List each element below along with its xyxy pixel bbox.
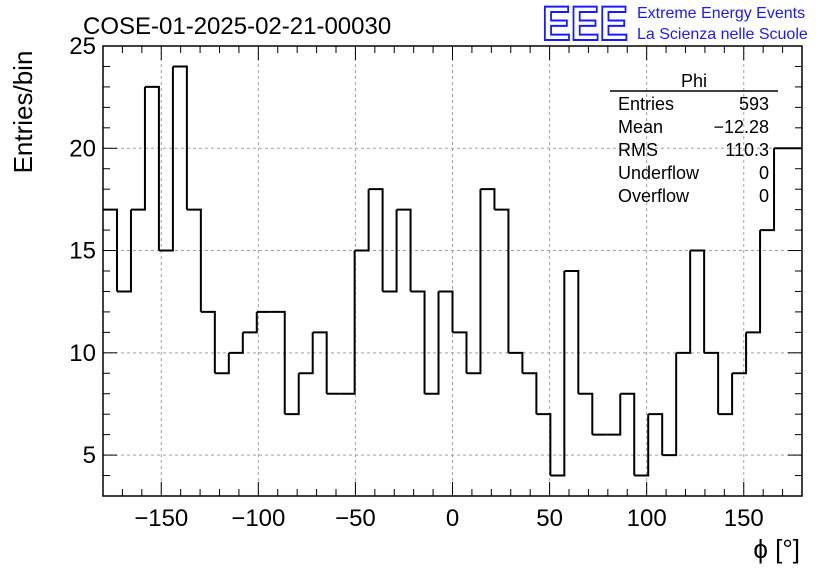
x-tick-label: 50: [536, 505, 563, 532]
stats-label-entries: Entries: [618, 94, 674, 114]
histogram-bin: [158, 66, 174, 252]
histogram-bin: [648, 413, 664, 456]
histogram-bin: [564, 270, 580, 394]
y-tick-label: 20: [69, 135, 96, 162]
histogram-bin: [200, 310, 216, 374]
stats-label-mean: Mean: [618, 117, 663, 137]
histogram-bin: [746, 230, 762, 334]
stats-box: Phi Entries 593 Mean −12.28 RMS 110.3 Un…: [610, 71, 778, 206]
histogram-bin: [242, 311, 258, 334]
stats-label-overflow: Overflow: [618, 186, 690, 206]
stats-value-rms: 110.3: [725, 140, 769, 160]
histogram-bin: [382, 209, 398, 293]
stats-value-overflow: 0: [759, 186, 769, 206]
histogram-bin: [620, 392, 636, 476]
histogram-bin: [466, 189, 482, 375]
histogram-bin: [214, 352, 230, 375]
histogram-bin: [760, 148, 776, 232]
tick-layer: [103, 45, 802, 497]
histogram-bin: [522, 372, 538, 415]
y-axis-title: Entries/bin: [8, 51, 38, 174]
stats-label-rms: RMS: [618, 140, 658, 160]
logo-line2: La Scienza nelle Scuole: [637, 26, 808, 43]
histogram-bin: [508, 351, 524, 374]
histogram-bin: [354, 189, 370, 252]
histogram-bin: [130, 86, 146, 211]
x-tick-label: 0: [446, 505, 459, 532]
histogram-bin: [410, 290, 426, 394]
histogram-bin: [270, 310, 286, 415]
x-tick-label: −150: [134, 505, 188, 532]
stats-value-underflow: 0: [759, 163, 769, 183]
histogram-bin: [116, 209, 132, 293]
histogram-bin: [662, 352, 678, 457]
histogram-bin: [298, 332, 314, 375]
histogram-bin: [144, 85, 160, 251]
histogram-bin: [312, 331, 328, 394]
histogram-bin: [228, 332, 244, 354]
histogram-bin: [606, 393, 622, 436]
histogram-bin: [340, 250, 356, 395]
x-tick-label: −50: [335, 505, 376, 532]
y-tick-label: 10: [69, 340, 96, 367]
histogram-bin: [550, 271, 566, 477]
histogram-bin: [676, 250, 692, 354]
histogram-bin: [634, 414, 650, 477]
logo-mark: EEE: [542, 0, 628, 51]
chart-title: COSE-01-2025-02-21-00030: [83, 13, 391, 40]
histogram-bin: [438, 290, 454, 333]
histogram-layer: [103, 65, 802, 477]
histogram-bin: [172, 65, 188, 210]
x-tick-label: −100: [231, 505, 285, 532]
y-tick-label: 5: [83, 442, 96, 469]
histogram-bin: [396, 208, 412, 292]
histogram-bin: [284, 373, 300, 416]
histogram-bin: [494, 208, 510, 353]
tick-label-layer: −150 −100 −50 0 50 100 150 5 10 15 20 25: [69, 33, 763, 532]
y-tick-label: 15: [69, 238, 96, 265]
x-tick-label: 100: [627, 505, 667, 532]
stats-value-mean: −12.28: [713, 117, 769, 137]
histogram-bin: [186, 208, 202, 312]
histogram-bin: [368, 188, 384, 292]
histogram-bin: [690, 249, 706, 353]
histogram-bin: [578, 392, 594, 435]
histogram-bin: [452, 331, 468, 374]
grid-layer: [103, 45, 802, 496]
stats-label-underflow: Underflow: [618, 163, 700, 183]
histogram-bin: [424, 291, 440, 395]
x-axis-title: ϕ [°]: [753, 534, 800, 564]
logo-line1: Extreme Energy Events: [637, 5, 805, 22]
logo: EEE Extreme Energy Events La Scienza nel…: [541, 0, 808, 52]
stats-value-entries: 593: [739, 94, 769, 114]
histogram-bin: [732, 332, 748, 375]
y-tick-label: 25: [69, 33, 96, 60]
histogram-bin: [718, 373, 734, 416]
histogram-bin: [704, 351, 720, 415]
x-tick-label: 150: [724, 505, 764, 532]
histogram-bin: [536, 413, 552, 476]
stats-name: Phi: [681, 71, 707, 91]
histogram-bin: [480, 188, 496, 210]
